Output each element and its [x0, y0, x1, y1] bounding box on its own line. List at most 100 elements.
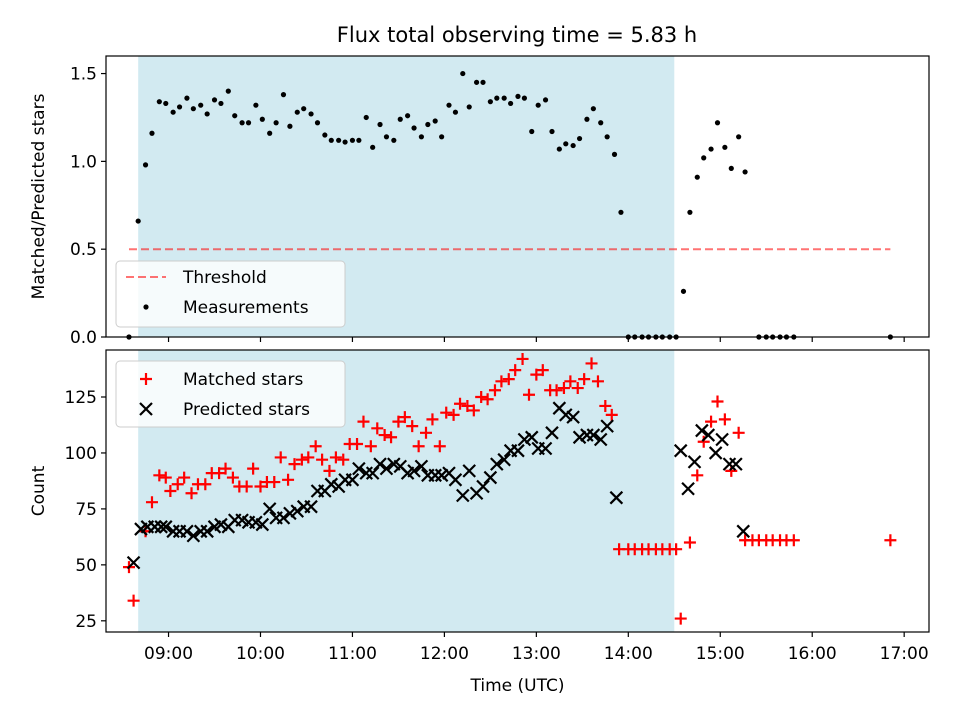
data-point: [711, 395, 724, 408]
data-point: [164, 485, 177, 497]
data-point: [159, 471, 172, 484]
data-point: [590, 106, 596, 112]
data-point: [147, 520, 162, 534]
axes-frame: [105, 55, 930, 338]
data-point: [351, 438, 364, 450]
data-point: [255, 517, 270, 532]
x-tick-label: 11:00: [328, 644, 377, 664]
data-point: [323, 464, 336, 477]
data-point: [736, 524, 751, 539]
x-tick-label: 14:00: [604, 644, 653, 664]
data-point: [153, 469, 166, 482]
data-point: [490, 457, 504, 471]
data-point: [536, 364, 549, 377]
y-tick-label: 1.5: [70, 65, 97, 85]
data-point: [481, 393, 494, 406]
data-point: [267, 130, 273, 136]
data-point: [515, 93, 521, 99]
data-point: [511, 443, 525, 458]
data-point: [342, 139, 348, 145]
data-point: [434, 468, 449, 483]
data-point: [729, 457, 743, 471]
data-point: [414, 459, 429, 474]
y-tick-label: 0.0: [70, 328, 97, 348]
data-point: [535, 102, 541, 108]
legend-label: Threshold: [182, 268, 267, 288]
data-point: [364, 440, 377, 453]
series-measurements: [126, 70, 893, 340]
x-tick-label: 17:00: [880, 644, 929, 664]
data-point: [584, 116, 590, 122]
y-tick-label: 75: [75, 500, 97, 520]
data-point: [158, 520, 173, 534]
data-point: [276, 511, 291, 525]
legend-label: Predicted stars: [183, 400, 310, 420]
series-predicted-stars: [126, 401, 751, 570]
data-point: [373, 457, 387, 471]
data-point: [302, 451, 315, 464]
data-point: [508, 100, 514, 107]
data-point: [274, 451, 287, 464]
data-point: [558, 408, 573, 422]
data-point: [377, 121, 383, 128]
data-point: [452, 109, 459, 115]
data-point: [166, 524, 180, 539]
data-point: [365, 466, 380, 480]
data-point: [253, 102, 259, 108]
data-point: [345, 473, 360, 487]
data-point: [701, 155, 707, 161]
data-point: [446, 102, 452, 108]
data-point: [600, 419, 614, 433]
data-point: [420, 426, 433, 439]
y-tick-label: 25: [75, 612, 97, 632]
data-point: [163, 100, 169, 107]
data-point: [609, 490, 624, 505]
data-point: [705, 415, 718, 428]
data-point: [200, 524, 214, 539]
data-point: [564, 375, 577, 388]
data-point: [156, 99, 162, 105]
data-point: [501, 95, 507, 101]
y-tick-label: 125: [65, 388, 97, 408]
data-point: [550, 384, 563, 397]
data-point: [483, 470, 498, 485]
data-point: [521, 95, 527, 101]
legend-box: [115, 260, 346, 328]
data-point: [722, 144, 728, 150]
data-point: [425, 121, 431, 128]
y-tick-label: 100: [65, 444, 97, 464]
data-point: [154, 520, 168, 534]
data-point: [495, 375, 508, 388]
x-tick-label: 13:00: [512, 644, 561, 664]
data-point: [570, 142, 576, 149]
x-tick-label: 12:00: [420, 644, 469, 664]
data-point: [357, 415, 370, 428]
data-point: [557, 382, 570, 395]
data-point: [316, 453, 329, 466]
data-point: [585, 357, 598, 370]
x-axis-label: Time (UTC): [470, 676, 565, 696]
data-point: [687, 455, 702, 469]
data-point: [708, 146, 714, 152]
legend-label: Matched stars: [183, 370, 303, 390]
data-point: [611, 151, 618, 157]
data-point: [461, 399, 474, 412]
data-point: [598, 120, 604, 126]
data-point: [742, 169, 748, 175]
data-point: [722, 457, 737, 471]
data-point: [736, 134, 742, 140]
data-point: [545, 426, 559, 440]
data-point: [542, 97, 549, 103]
data-point: [476, 479, 490, 494]
data-point: [604, 134, 610, 140]
data-point: [262, 502, 277, 516]
data-point: [714, 120, 721, 126]
data-point: [314, 120, 321, 126]
data-point: [287, 123, 293, 129]
y-axis-label: Count: [29, 465, 49, 516]
data-point: [605, 408, 618, 421]
data-point: [239, 120, 245, 126]
data-point: [494, 95, 500, 101]
data-point: [337, 453, 350, 466]
data-point: [701, 428, 716, 442]
